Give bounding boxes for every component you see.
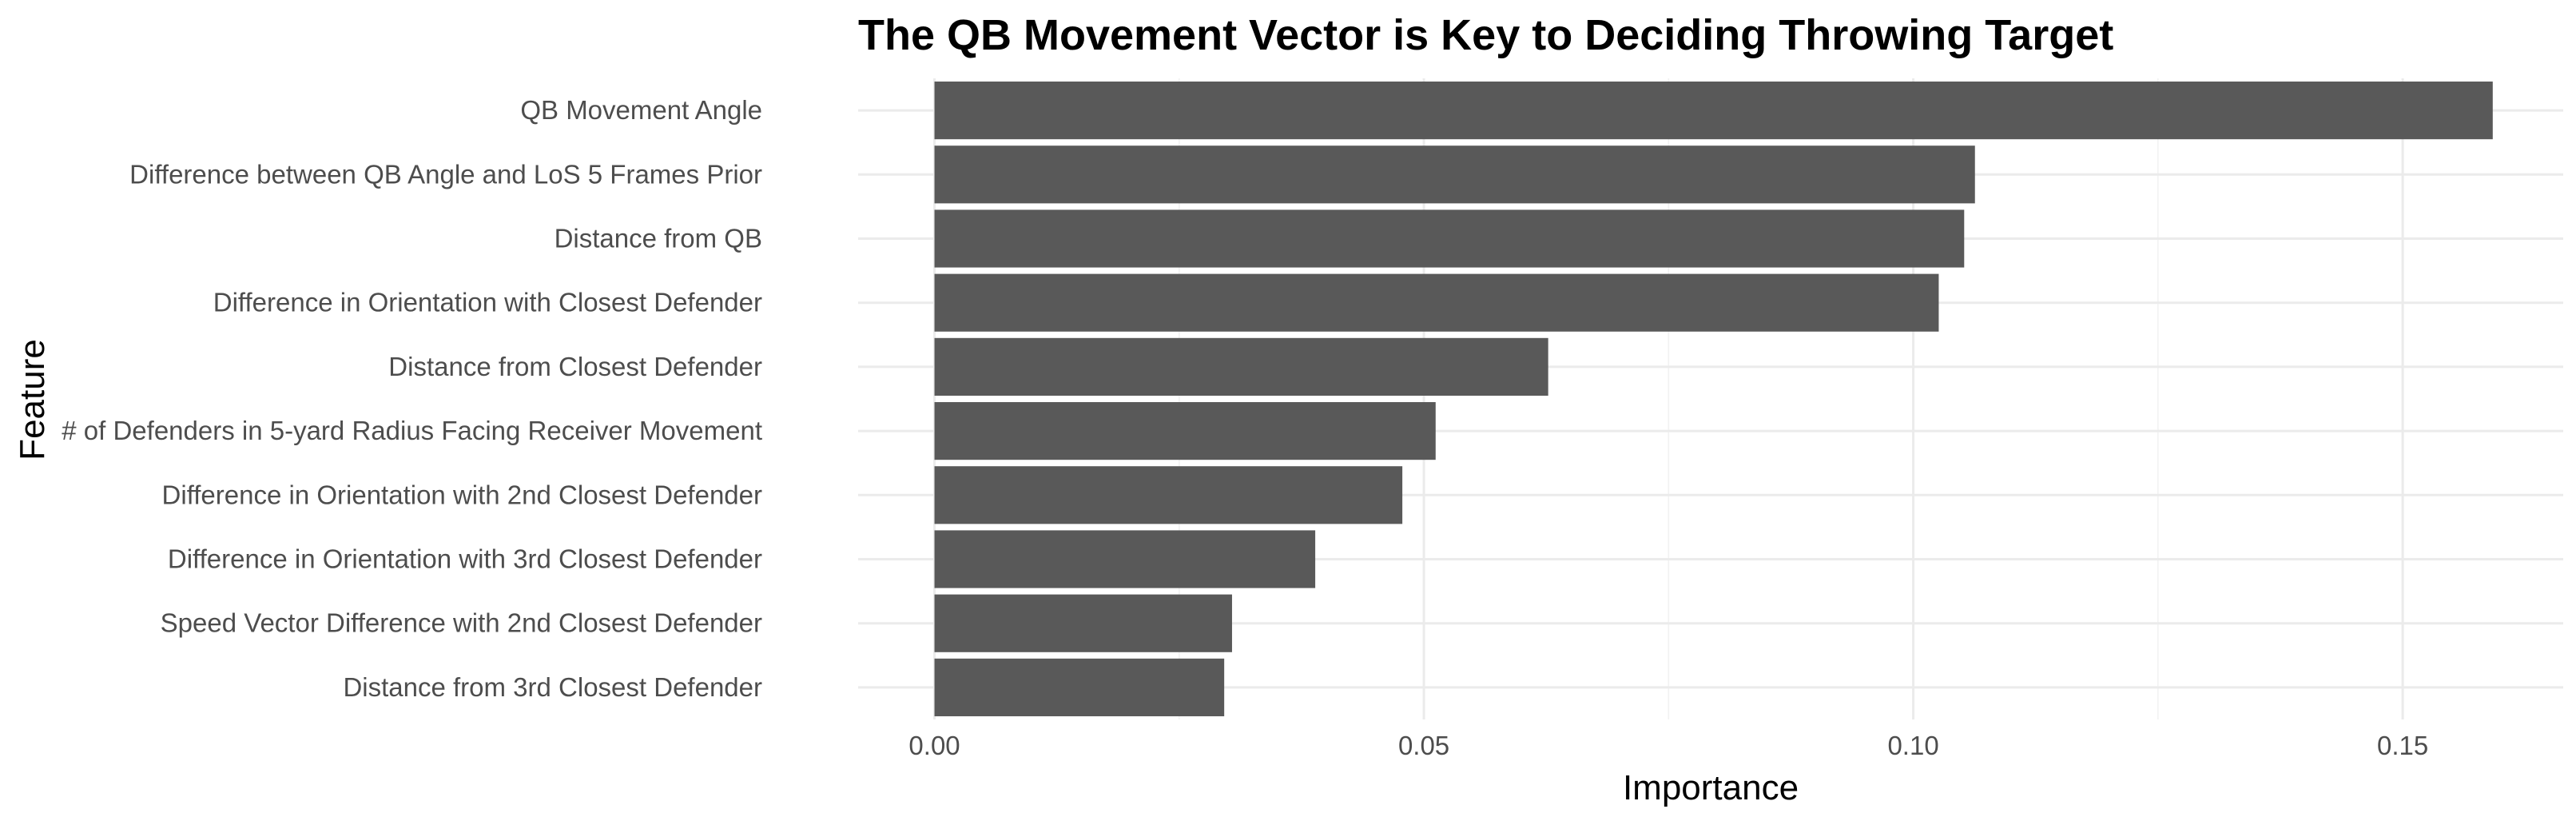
bar (934, 530, 1316, 588)
bar (934, 402, 1436, 460)
bar (934, 145, 1975, 204)
y-tick-label: Difference between QB Angle and LoS 5 Fr… (129, 159, 762, 189)
x-tick-label: 0.05 (1398, 731, 1449, 760)
bar (934, 337, 1548, 396)
bar (934, 466, 1403, 524)
x-tick-label: 0.15 (2377, 731, 2428, 760)
x-axis-title: Importance (1623, 768, 1799, 807)
y-tick-label: Distance from QB (555, 224, 762, 253)
y-tick-label: Distance from 3rd Closest Defender (343, 672, 762, 702)
bar (934, 594, 1232, 652)
bar (934, 209, 1965, 268)
y-tick-label: Difference in Orientation with Closest D… (213, 288, 762, 317)
x-tick-labels: 0.00 0.05 0.10 0.15 (908, 731, 2428, 760)
y-tick-label: Speed Vector Difference with 2nd Closest… (161, 608, 762, 638)
x-tick-label: 0.10 (1887, 731, 1938, 760)
y-tick-label: Difference in Orientation with 2nd Close… (162, 480, 762, 509)
y-tick-labels: QB Movement Angle Difference between QB A… (62, 95, 762, 702)
y-tick-label: QB Movement Angle (520, 95, 762, 125)
x-tick-label: 0.00 (908, 731, 960, 760)
bar (934, 273, 1939, 332)
bar (934, 658, 1225, 716)
bar (934, 82, 2493, 140)
chart-title: The QB Movement Vector is Key to Decidin… (858, 11, 2113, 59)
bars (934, 82, 2493, 716)
y-tick-label: Difference in Orientation with 3rd Close… (168, 544, 762, 574)
y-tick-label: # of Defenders in 5-yard Radius Facing R… (62, 416, 762, 445)
y-axis-title: Feature (13, 339, 52, 460)
y-tick-label: Distance from Closest Defender (388, 352, 762, 381)
